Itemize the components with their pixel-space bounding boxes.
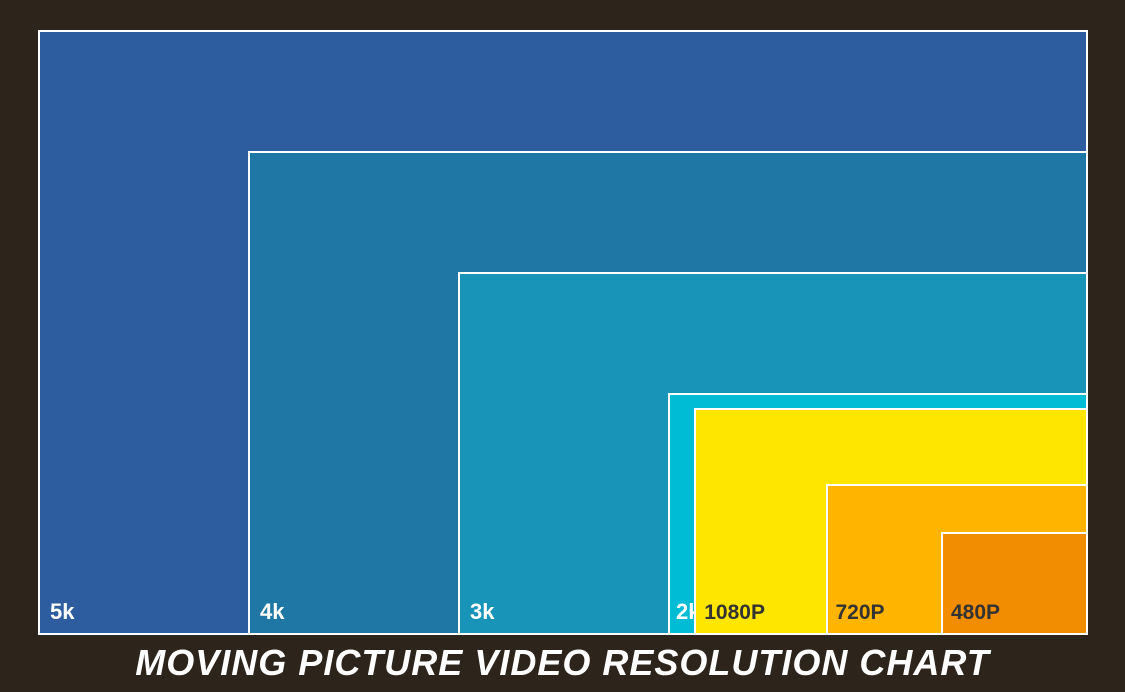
resolution-label-3k: 3k [470,599,494,625]
resolution-label-4k: 4k [260,599,284,625]
resolution-label-720p: 720P [836,601,885,625]
chart-area: 5k4k3k2k1080P720P480P [38,30,1088,635]
chart-frame: 5k4k3k2k1080P720P480P MOVING PICTURE VID… [0,0,1125,692]
chart-title: MOVING PICTURE VIDEO RESOLUTION CHART [0,642,1125,684]
resolution-label-5k: 5k [50,599,74,625]
resolution-label-480p: 480P [951,601,1000,625]
resolution-label-1080p: 1080P [704,601,765,625]
resolution-box-480p: 480P [941,532,1088,635]
